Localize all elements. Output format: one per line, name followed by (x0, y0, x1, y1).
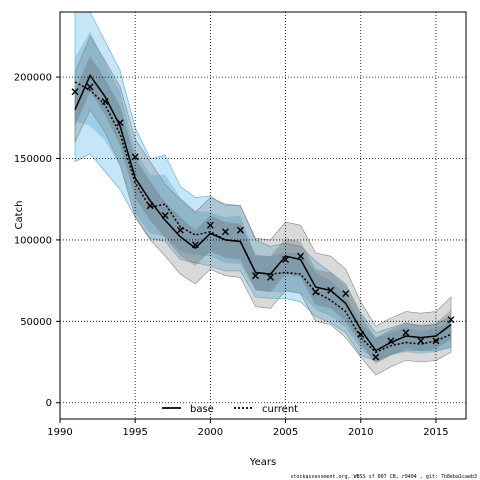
observed-markers (71, 83, 455, 361)
x-tick-label: 1990 (47, 427, 72, 438)
footer-credit: stockassessment.org, WBSS sf 007 CB, r94… (290, 474, 477, 480)
legend-base-label: base (190, 404, 214, 415)
observed-point (146, 202, 154, 210)
x-tick-label: 2005 (273, 427, 298, 438)
observed-point (432, 337, 440, 345)
observed-point (191, 241, 199, 249)
observed-point (372, 353, 380, 361)
observed-point (206, 221, 214, 229)
band-inner-current-group (75, 31, 451, 362)
observed-point (357, 330, 365, 338)
observed-point (251, 272, 259, 280)
observed-point (312, 288, 320, 296)
x-axis-ticks: 1990 1995 2000 2005 2010 2015 (47, 419, 449, 438)
observed-point (417, 337, 425, 345)
observed-point (282, 255, 290, 263)
observed-point (342, 290, 350, 298)
x-tick-label: 1995 (122, 427, 147, 438)
legend: base current (162, 404, 298, 415)
band-inner-base (75, 56, 451, 364)
observed-point (236, 226, 244, 234)
x-tick-label: 2000 (198, 427, 223, 438)
plot-area (59, 11, 466, 419)
y-tick-label: 100000 (14, 235, 52, 246)
observed-point (267, 273, 275, 281)
observed-point (131, 153, 139, 161)
y-tick-label: 150000 (14, 154, 52, 165)
observed-point (297, 252, 305, 260)
y-tick-label: 0 (46, 398, 52, 409)
y-tick-label: 50000 (20, 317, 52, 328)
y-axis-ticks: 0 50000 100000 150000 200000 (14, 73, 60, 409)
series-line-current (74, 81, 452, 354)
observed-point (221, 228, 229, 236)
y-axis-label: Catch (14, 201, 25, 230)
legend-current-label: current (262, 404, 298, 415)
observed-point (71, 88, 79, 96)
x-tick-label: 2015 (423, 427, 448, 438)
observed-point (101, 98, 109, 106)
observed-point (161, 212, 169, 219)
x-axis-label: Years (249, 457, 276, 468)
y-tick-label: 200000 (14, 73, 52, 84)
observed-point (116, 119, 124, 127)
observed-point (86, 83, 94, 91)
plot-frame (59, 11, 467, 420)
observed-point (447, 316, 455, 324)
observed-point (327, 286, 335, 294)
band-inner-current (75, 31, 451, 362)
observed-point (176, 226, 184, 234)
band-inner-base-group (75, 56, 451, 364)
observed-point (387, 337, 395, 345)
x-tick-label: 2010 (348, 427, 373, 438)
observed-point (402, 329, 410, 337)
